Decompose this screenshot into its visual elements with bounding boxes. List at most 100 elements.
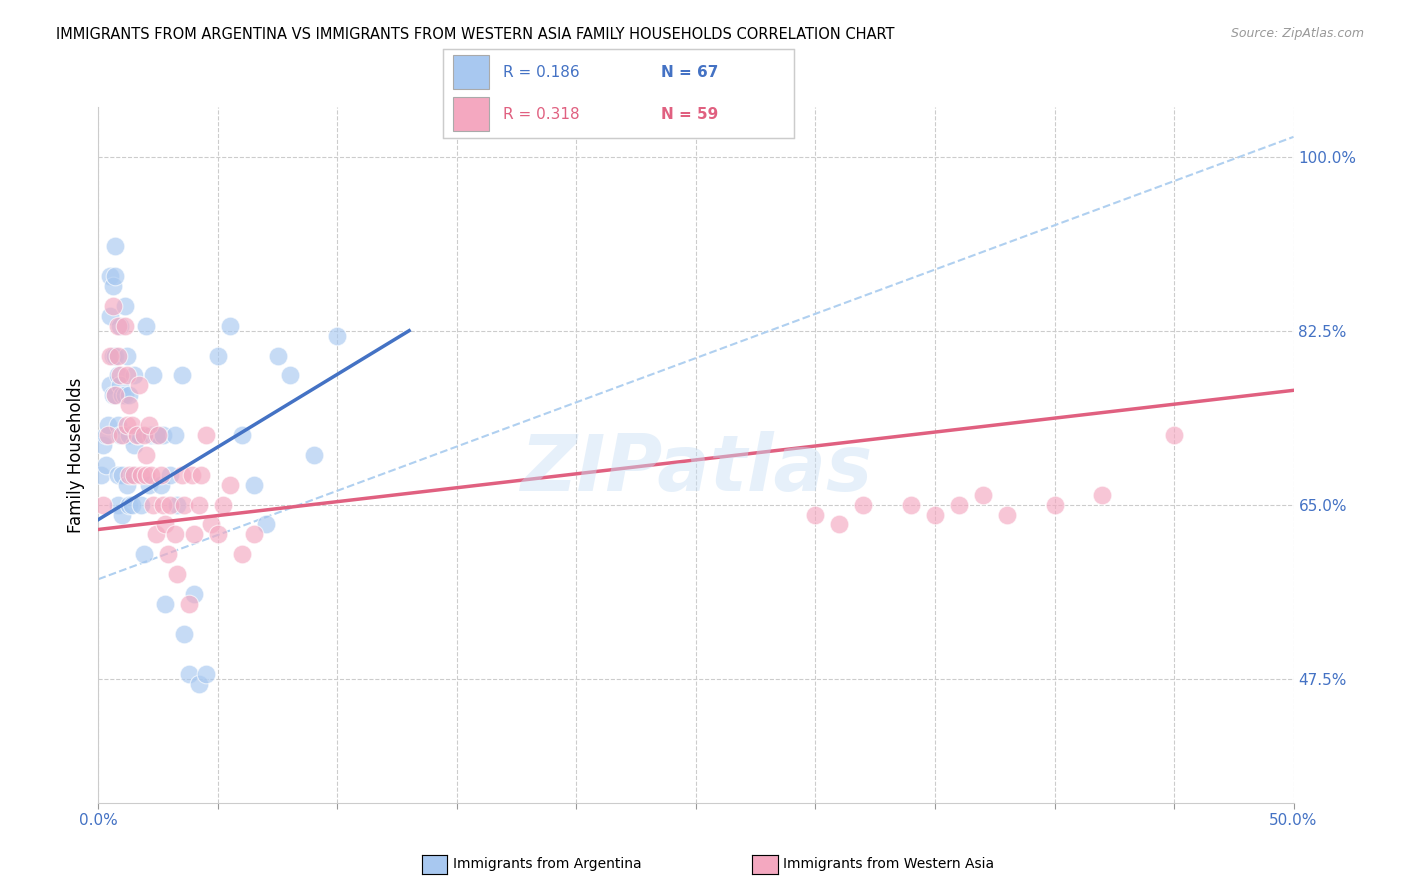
Point [138,477,160,491]
Point [111,428,134,442]
Point [124,368,146,383]
Point [97,428,120,442]
Point [115,349,138,363]
Point [90,467,112,482]
Point [135,318,157,333]
Point [156,547,179,561]
Text: ZIPatlas: ZIPatlas [520,431,872,507]
Point [115,418,138,433]
Point [163,428,186,442]
Point [183,587,205,601]
Point [200,517,222,532]
Point [121,467,143,482]
Point [155,597,177,611]
Point [142,498,165,512]
Point [131,498,153,512]
Point [101,299,124,313]
Point [107,318,129,333]
Text: Immigrants from Western Asia: Immigrants from Western Asia [783,857,994,871]
Point [135,448,157,462]
Point [190,467,212,482]
Point [114,388,136,402]
Point [114,318,136,333]
Point [107,467,129,482]
Point [94,428,117,442]
Point [179,597,201,611]
Point [139,467,162,482]
Point [924,508,946,522]
Point [107,418,129,433]
Point [104,239,127,253]
Point [231,547,253,561]
Point [139,428,162,442]
Point [828,517,851,532]
Point [163,527,186,541]
Point [138,418,160,433]
Point [972,488,994,502]
Point [1163,428,1185,442]
Point [211,498,233,512]
Point [115,477,138,491]
Point [111,508,134,522]
Point [94,458,117,472]
Point [104,268,127,283]
Point [1043,498,1066,512]
Text: Immigrants from Argentina: Immigrants from Argentina [453,857,641,871]
Point [183,527,205,541]
Text: N = 59: N = 59 [661,107,718,121]
Point [852,498,875,512]
Point [948,498,970,512]
Point [159,467,181,482]
Point [97,418,120,433]
Point [98,309,122,323]
Point [148,428,170,442]
Text: R = 0.318: R = 0.318 [503,107,579,121]
Text: N = 67: N = 67 [661,65,718,79]
Point [145,527,167,541]
Point [173,627,195,641]
Point [152,428,174,442]
Point [104,349,127,363]
Point [254,517,277,532]
Point [207,349,229,363]
Point [91,498,114,512]
Point [125,428,148,442]
Point [128,378,150,392]
Point [180,467,202,482]
Point [91,438,114,452]
FancyBboxPatch shape [453,55,489,89]
Point [172,368,194,383]
Point [108,318,131,333]
Point [219,477,242,491]
Point [108,368,131,383]
Point [104,388,127,402]
Point [243,527,266,541]
Point [128,428,150,442]
Point [104,388,127,402]
Point [166,498,188,512]
Point [98,378,122,392]
Point [231,428,253,442]
Point [107,349,129,363]
Point [132,547,155,561]
Text: Source: ZipAtlas.com: Source: ZipAtlas.com [1230,27,1364,40]
Point [302,448,325,462]
Point [101,388,124,402]
Point [114,299,136,313]
Point [172,467,194,482]
Point [173,498,195,512]
Point [243,477,266,491]
Text: R = 0.186: R = 0.186 [503,65,579,79]
Point [145,428,167,442]
Point [179,666,201,681]
Point [152,498,174,512]
Point [187,676,209,690]
Point [142,368,165,383]
Point [111,388,134,402]
Point [108,428,131,442]
Point [98,349,122,363]
Point [1091,488,1114,502]
Point [219,318,242,333]
Point [278,368,301,383]
Point [267,349,290,363]
